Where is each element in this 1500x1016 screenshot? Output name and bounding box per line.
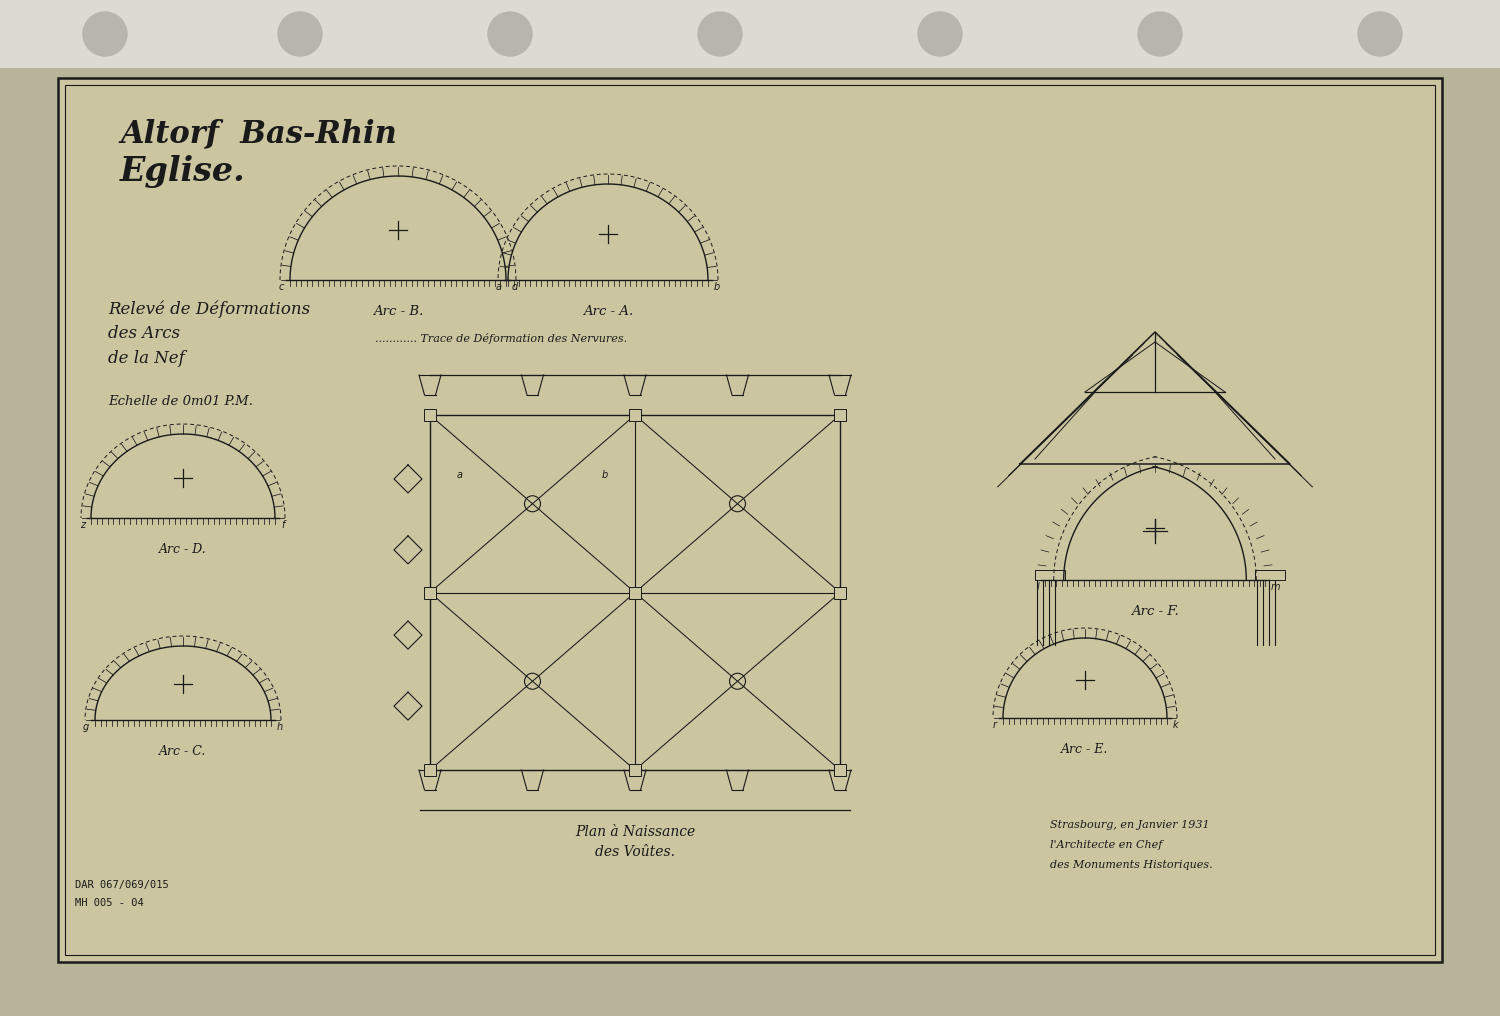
Text: l'Architecte en Chef: l'Architecte en Chef	[1050, 840, 1162, 850]
Text: Arc - D.: Arc - D.	[159, 543, 207, 556]
Bar	[0, 0, 1500, 68]
Circle shape	[488, 12, 532, 56]
Bar	[628, 586, 640, 598]
Text: Strasbourg, en Janvier 1931: Strasbourg, en Janvier 1931	[1050, 820, 1209, 830]
Text: l: l	[1036, 582, 1040, 592]
Text: f: f	[280, 520, 285, 530]
Text: b: b	[602, 470, 608, 480]
Bar	[424, 764, 436, 776]
Text: Arc - C.: Arc - C.	[159, 745, 207, 758]
Text: Eglise.: Eglise.	[120, 155, 246, 188]
Text: d: d	[512, 282, 519, 292]
Text: b: b	[714, 282, 720, 292]
Bar	[628, 409, 640, 421]
Text: a: a	[496, 282, 502, 292]
Bar	[1256, 570, 1286, 580]
Bar	[424, 409, 436, 421]
Text: ............ Trace de Déformation des Nervures.: ............ Trace de Déformation des Ne…	[375, 333, 627, 344]
Text: des Arcs: des Arcs	[108, 325, 180, 342]
Text: Arc - B.: Arc - B.	[374, 305, 423, 318]
Text: des Monuments Historiques.: des Monuments Historiques.	[1050, 860, 1212, 870]
Text: Plan à Naissance: Plan à Naissance	[574, 825, 694, 839]
Bar	[628, 764, 640, 776]
Circle shape	[82, 12, 128, 56]
Text: a: a	[458, 470, 464, 480]
Text: Arc - A.: Arc - A.	[584, 305, 633, 318]
Text: r: r	[993, 720, 998, 731]
Text: des Voûtes.: des Voûtes.	[596, 845, 675, 859]
Text: MH 005 - 04: MH 005 - 04	[75, 898, 144, 908]
Bar	[424, 586, 436, 598]
Bar	[834, 586, 846, 598]
Circle shape	[918, 12, 962, 56]
Text: Relevé de Déformations: Relevé de Déformations	[108, 300, 310, 317]
Text: g: g	[82, 722, 88, 732]
Text: de la Nef: de la Nef	[108, 350, 184, 367]
Bar	[430, 415, 840, 770]
Text: Altorf  Bas-Rhin: Altorf Bas-Rhin	[120, 118, 396, 149]
Bar	[834, 409, 846, 421]
Circle shape	[278, 12, 322, 56]
Bar	[58, 78, 1442, 962]
Text: m: m	[1270, 582, 1281, 592]
Text: k: k	[1173, 720, 1179, 731]
Text: DAR 067/069/015: DAR 067/069/015	[75, 880, 168, 890]
Text: Echelle de 0m01 P.M.: Echelle de 0m01 P.M.	[108, 395, 254, 408]
Circle shape	[698, 12, 742, 56]
Text: Arc - F.: Arc - F.	[1131, 605, 1179, 618]
Circle shape	[1358, 12, 1402, 56]
Bar	[64, 85, 1435, 955]
Bar	[834, 764, 846, 776]
Text: z: z	[80, 520, 86, 530]
Text: h: h	[278, 722, 284, 732]
Text: Arc - E.: Arc - E.	[1062, 743, 1108, 756]
Circle shape	[1138, 12, 1182, 56]
Bar	[1035, 570, 1065, 580]
Text: c: c	[279, 282, 284, 292]
